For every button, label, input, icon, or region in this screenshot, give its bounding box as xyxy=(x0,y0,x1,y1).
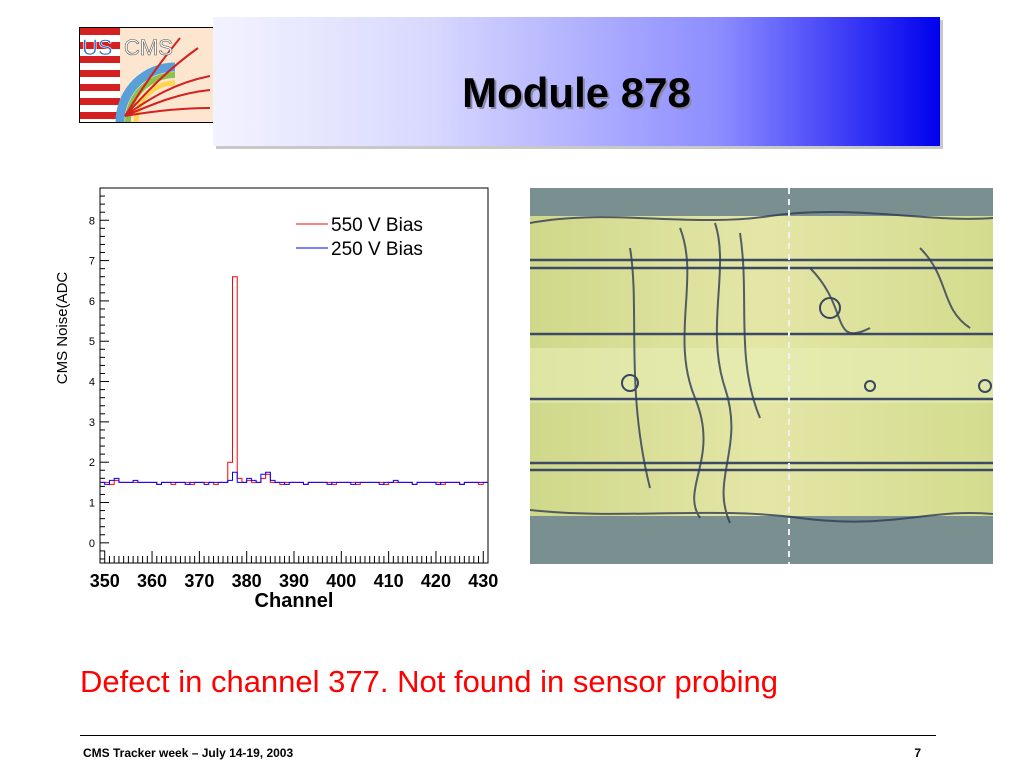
y-axis-label: CMS Noise(ADC xyxy=(54,272,71,385)
footer-divider xyxy=(80,735,936,736)
legend-label-250v: 250 V Bias xyxy=(331,239,423,260)
x-tick-label: 430 xyxy=(468,571,498,591)
us-cms-logo-graphic: US CMS xyxy=(80,28,214,122)
y-tick-label: 0 xyxy=(89,538,95,550)
x-tick-label: 370 xyxy=(184,571,214,591)
x-tick-label: 390 xyxy=(279,571,309,591)
x-tick-label: 410 xyxy=(374,571,404,591)
slide-title: Module 878 xyxy=(462,69,691,116)
x-tick-label: 400 xyxy=(326,571,356,591)
footer-event-text: CMS Tracker week – July 14-19, 2003 xyxy=(83,746,294,760)
footer-page-number: 7 xyxy=(914,746,921,760)
legend-label-550v: 550 V Bias xyxy=(331,215,423,236)
x-tick-label: 380 xyxy=(232,571,262,591)
y-tick-label: 5 xyxy=(89,336,95,348)
noise-chart: 350 360 370 380 390 400 410 420 430 0 1 2 3 4 5 6 7 8 55… xyxy=(40,178,510,618)
logo-cms-text: CMS xyxy=(124,35,173,60)
y-tick-label: 8 xyxy=(89,215,95,227)
x-axis-label: Channel xyxy=(255,590,334,612)
noise-chart-svg: 350 360 370 380 390 400 410 420 430 0 1 2 3 4 5 6 7 8 55… xyxy=(54,187,498,612)
y-tick-label: 7 xyxy=(89,256,95,268)
y-tick-label: 2 xyxy=(89,457,95,469)
x-tick-label: 350 xyxy=(90,571,120,591)
slide-caption: Defect in channel 377. Not found in sens… xyxy=(80,664,778,699)
us-cms-logo: US CMS xyxy=(79,27,215,123)
x-tick-label: 420 xyxy=(421,571,451,591)
logo-us-text: US xyxy=(82,35,113,60)
y-tick-label: 4 xyxy=(89,377,95,389)
y-tick-label: 3 xyxy=(89,417,95,429)
y-tick-label: 1 xyxy=(89,498,95,510)
plot-frame xyxy=(99,187,489,564)
x-tick-label: 360 xyxy=(137,571,167,591)
sensor-microscope-photo xyxy=(529,188,994,564)
series-line-1 xyxy=(100,471,488,485)
title-banner: Module 878 xyxy=(213,17,940,146)
y-tick-label: 6 xyxy=(89,296,95,308)
sensor-photo-graphic xyxy=(529,188,994,564)
